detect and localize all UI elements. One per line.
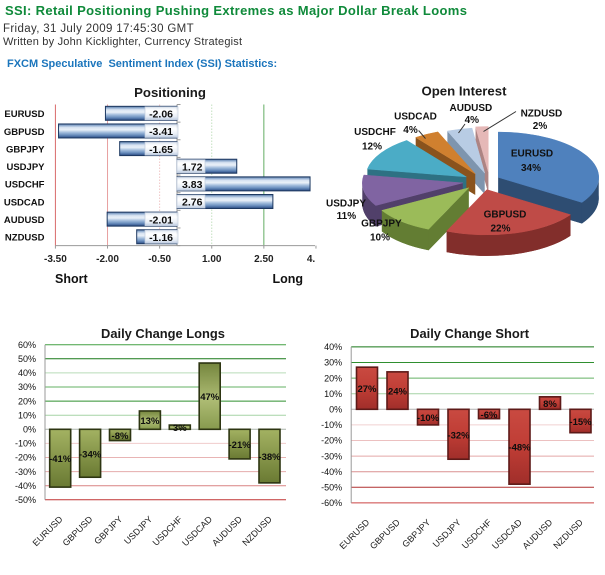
svg-text:8%: 8% — [543, 399, 557, 410]
svg-text:Daily Change Short: Daily Change Short — [410, 326, 530, 341]
svg-text:-6%: -6% — [481, 410, 498, 421]
svg-text:-1.65: -1.65 — [149, 144, 173, 156]
svg-text:USDCAD: USDCAD — [4, 197, 45, 208]
svg-text:EURUSD: EURUSD — [4, 109, 44, 120]
svg-text:-1.16: -1.16 — [149, 232, 173, 244]
svg-text:-0.50: -0.50 — [148, 254, 171, 265]
svg-text:-60%: -60% — [321, 498, 342, 508]
svg-text:GBPUSD: GBPUSD — [368, 517, 402, 551]
svg-text:47%: 47% — [200, 392, 220, 403]
svg-text:-3.41: -3.41 — [149, 126, 173, 138]
svg-text:20%: 20% — [18, 396, 36, 406]
svg-text:2%: 2% — [533, 121, 548, 132]
svg-text:Long: Long — [272, 272, 303, 286]
svg-text:-41%: -41% — [49, 454, 72, 465]
svg-text:GBPUSD: GBPUSD — [61, 514, 95, 548]
svg-text:NZDUSD: NZDUSD — [551, 517, 585, 551]
svg-text:-10%: -10% — [321, 420, 342, 430]
svg-text:Short: Short — [55, 272, 88, 286]
svg-text:24%: 24% — [388, 387, 408, 398]
svg-text:-2.01: -2.01 — [149, 214, 173, 226]
svg-text:12%: 12% — [362, 142, 382, 153]
svg-text:10%: 10% — [324, 389, 342, 399]
svg-text:-2.06: -2.06 — [149, 109, 173, 121]
svg-text:-20%: -20% — [15, 453, 36, 463]
svg-text:GBPJPY: GBPJPY — [92, 514, 124, 546]
svg-text:4.: 4. — [307, 254, 316, 265]
svg-text:30%: 30% — [324, 358, 342, 368]
svg-text:4%: 4% — [403, 125, 418, 136]
svg-text:-30%: -30% — [321, 451, 342, 461]
svg-text:Daily Change Longs: Daily Change Longs — [101, 326, 225, 341]
svg-text:GBPJPY: GBPJPY — [400, 517, 432, 549]
svg-text:GBPJPY: GBPJPY — [6, 144, 45, 155]
svg-text:-21%: -21% — [229, 440, 252, 451]
svg-text:NZDUSD: NZDUSD — [5, 233, 45, 244]
svg-text:-34%: -34% — [79, 449, 102, 460]
svg-text:-8%: -8% — [112, 431, 129, 442]
svg-text:AUDUSD: AUDUSD — [4, 215, 45, 226]
svg-text:1.72: 1.72 — [182, 161, 203, 173]
svg-text:-40%: -40% — [15, 481, 36, 491]
svg-text:1.00: 1.00 — [202, 254, 222, 265]
svg-text:-40%: -40% — [321, 467, 342, 477]
svg-text:USDCHF: USDCHF — [151, 514, 185, 548]
svg-text:-50%: -50% — [321, 483, 342, 493]
svg-text:11%: 11% — [337, 211, 357, 222]
svg-text:10%: 10% — [18, 410, 36, 420]
svg-text:40%: 40% — [18, 368, 36, 378]
svg-text:4%: 4% — [465, 115, 480, 126]
svg-text:50%: 50% — [18, 354, 36, 364]
svg-text:-30%: -30% — [15, 467, 36, 477]
svg-text:-10%: -10% — [15, 439, 36, 449]
svg-text:-38%: -38% — [258, 452, 281, 463]
svg-text:-2.00: -2.00 — [96, 254, 119, 265]
svg-text:34%: 34% — [521, 163, 541, 174]
svg-text:USDJPY: USDJPY — [431, 517, 463, 549]
svg-text:Open Interest: Open Interest — [421, 83, 507, 98]
svg-text:-3.50: -3.50 — [44, 254, 67, 265]
svg-text:-10%: -10% — [417, 413, 440, 424]
svg-text:30%: 30% — [18, 382, 36, 392]
svg-text:-48%: -48% — [508, 443, 531, 454]
svg-text:-20%: -20% — [321, 436, 342, 446]
svg-text:-50%: -50% — [15, 495, 36, 505]
svg-text:AUDUSD: AUDUSD — [210, 514, 244, 548]
svg-text:3%: 3% — [173, 423, 187, 434]
svg-text:USDJPY: USDJPY — [122, 514, 154, 546]
svg-text:EURUSD: EURUSD — [511, 148, 553, 159]
svg-text:0%: 0% — [23, 425, 36, 435]
svg-text:AUDUSD: AUDUSD — [450, 103, 493, 114]
svg-text:-15%: -15% — [569, 417, 592, 428]
svg-text:NZDUSD: NZDUSD — [240, 514, 274, 548]
svg-text:GBPUSD: GBPUSD — [4, 127, 45, 138]
svg-text:GBPUSD: GBPUSD — [484, 210, 527, 221]
svg-text:-32%: -32% — [447, 430, 470, 441]
svg-text:USDCAD: USDCAD — [180, 514, 214, 548]
svg-text:20%: 20% — [324, 373, 342, 383]
svg-text:USDCAD: USDCAD — [490, 517, 524, 551]
svg-text:USDCHF: USDCHF — [5, 180, 45, 191]
svg-text:USDJPY: USDJPY — [326, 199, 366, 210]
svg-text:2.76: 2.76 — [182, 197, 203, 209]
svg-text:60%: 60% — [18, 340, 36, 350]
svg-text:EURUSD: EURUSD — [337, 517, 371, 551]
svg-text:Positioning: Positioning — [134, 85, 206, 100]
svg-text:22%: 22% — [490, 223, 510, 234]
svg-text:USDCHF: USDCHF — [460, 517, 494, 551]
svg-text:10%: 10% — [370, 232, 390, 243]
svg-text:USDCAD: USDCAD — [394, 112, 437, 123]
svg-text:AUDUSD: AUDUSD — [520, 517, 554, 551]
svg-text:3.83: 3.83 — [182, 179, 203, 191]
svg-text:2.50: 2.50 — [254, 254, 274, 265]
svg-text:0%: 0% — [329, 405, 342, 415]
svg-text:40%: 40% — [324, 342, 342, 352]
svg-text:EURUSD: EURUSD — [31, 514, 65, 548]
svg-text:NZDUSD: NZDUSD — [521, 108, 563, 119]
svg-text:GBPJPY: GBPJPY — [361, 219, 402, 230]
svg-text:13%: 13% — [140, 416, 160, 427]
svg-text:27%: 27% — [357, 384, 377, 395]
svg-text:USDCHF: USDCHF — [354, 127, 396, 138]
svg-text:USDJPY: USDJPY — [6, 162, 45, 173]
